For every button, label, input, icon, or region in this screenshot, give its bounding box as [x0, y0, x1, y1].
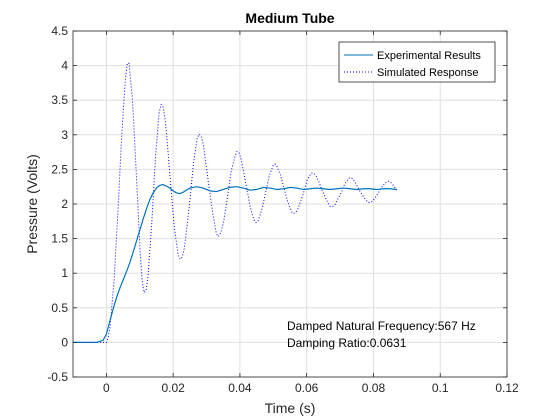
- annotation-damped-frequency: Damped Natural Frequency:567 Hz: [287, 319, 476, 333]
- y-tick-label: 1: [61, 266, 68, 280]
- x-tick-label: 0.08: [362, 381, 386, 395]
- x-tick-label: 0.02: [161, 381, 185, 395]
- y-tick-label: 2.5: [51, 162, 68, 176]
- y-tick-label: 3.5: [51, 93, 68, 107]
- legend-label-experimental: Experimental Results: [377, 50, 481, 62]
- legend-box: [338, 41, 496, 83]
- x-tick-label: 0.1: [432, 381, 449, 395]
- series-line-experimental: [73, 184, 397, 343]
- y-tick-label: 2: [61, 197, 68, 211]
- y-tick-label: 0.5: [51, 301, 68, 315]
- y-tick-label: 4: [61, 59, 68, 73]
- x-tick-label: 0.06: [295, 381, 319, 395]
- y-tick-label: 1.5: [51, 232, 68, 246]
- x-tick-label: 0.04: [228, 381, 252, 395]
- y-tick-label: 0: [61, 335, 68, 349]
- x-tick-label: 0: [103, 381, 110, 395]
- x-axis-label: Time (s): [265, 400, 316, 416]
- y-tick-labels: -0.5 0 0.5 1 1.5 2 2.5 3 3.5 4 4.5: [47, 24, 68, 384]
- y-tick-label: 3: [61, 128, 68, 142]
- annotation-damping-ratio: Damping Ratio:0.0631: [287, 336, 407, 350]
- legend: Experimental Results Simulated Response: [338, 41, 496, 83]
- x-tick-labels: 0 0.02 0.04 0.06 0.08 0.1 0.12: [103, 381, 519, 395]
- y-axis-label: Pressure (Volts): [24, 154, 40, 254]
- ticks: [73, 30, 508, 378]
- y-tick-label: 4.5: [51, 24, 68, 38]
- series-layer: [73, 62, 398, 343]
- y-tick-label: -0.5: [47, 370, 68, 384]
- chart-title: Medium Tube: [245, 10, 334, 26]
- x-tick-label: 0.12: [495, 381, 519, 395]
- legend-label-simulated: Simulated Response: [377, 67, 479, 79]
